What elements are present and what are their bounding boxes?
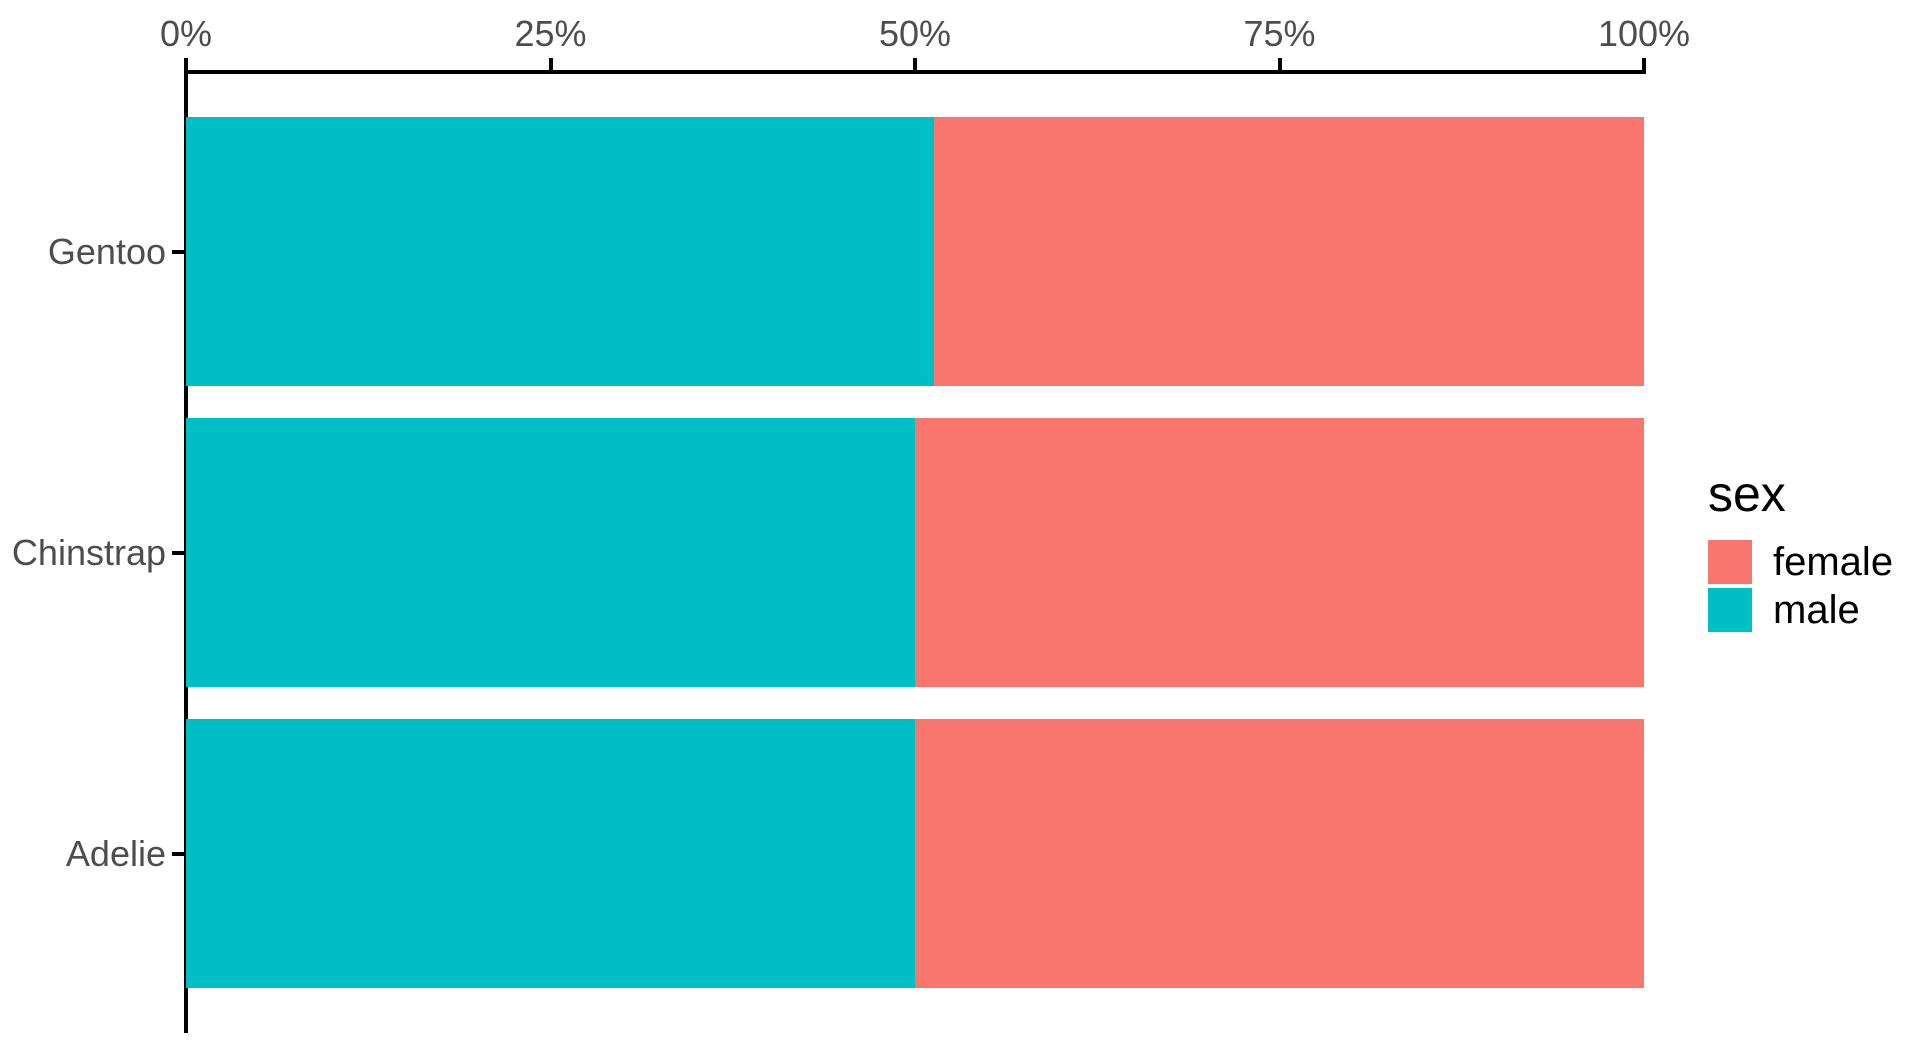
x-axis-tick (548, 58, 553, 70)
legend-entry-male: male (1708, 588, 1893, 632)
x-axis-tick-label: 50% (878, 13, 952, 54)
y-axis-tick (172, 852, 184, 856)
y-axis-label-gentoo: Gentoo (47, 231, 166, 272)
x-axis-tick (1277, 58, 1282, 70)
bar-segment-gentoo-female (933, 117, 1644, 386)
plot-area (186, 72, 1644, 1033)
legend-entry-female: female (1708, 540, 1893, 584)
x-axis-tick (1642, 58, 1646, 70)
x-axis-tick-label: 75% (1243, 13, 1316, 54)
x-axis-tick (913, 58, 917, 70)
legend: sex female male (1708, 468, 1893, 636)
y-axis-label-adelie: Adelie (65, 833, 166, 874)
x-axis-line (184, 70, 1646, 74)
bar-segment-adelie-male (186, 719, 915, 988)
bar-row-chinstrap (186, 418, 1644, 687)
x-axis-tick (184, 58, 188, 70)
x-axis-tick-label: 0% (159, 13, 213, 54)
bar-segment-adelie-female (915, 719, 1644, 988)
bar-segment-chinstrap-female (915, 418, 1644, 687)
bar-row-adelie (186, 719, 1644, 988)
x-axis-layer: 0% 25% 50% 75% 100% (160, 0, 1690, 70)
legend-label-female: female (1773, 540, 1894, 584)
legend-title: sex (1708, 466, 1786, 522)
y-axis-tick (172, 551, 184, 555)
legend-swatch-male-icon (1708, 588, 1752, 632)
bar-row-gentoo (186, 117, 1644, 386)
legend-label-male: male (1773, 588, 1860, 632)
bar-segment-chinstrap-male (186, 418, 915, 687)
y-axis-label-chinstrap: Chinstrap (11, 532, 166, 573)
bar-segment-gentoo-male (186, 117, 934, 386)
x-axis-tick-label: 100% (1597, 13, 1691, 54)
legend-swatch-female-icon (1708, 540, 1752, 584)
x-axis-tick-label: 25% (514, 13, 587, 54)
y-axis-tick (172, 250, 184, 254)
